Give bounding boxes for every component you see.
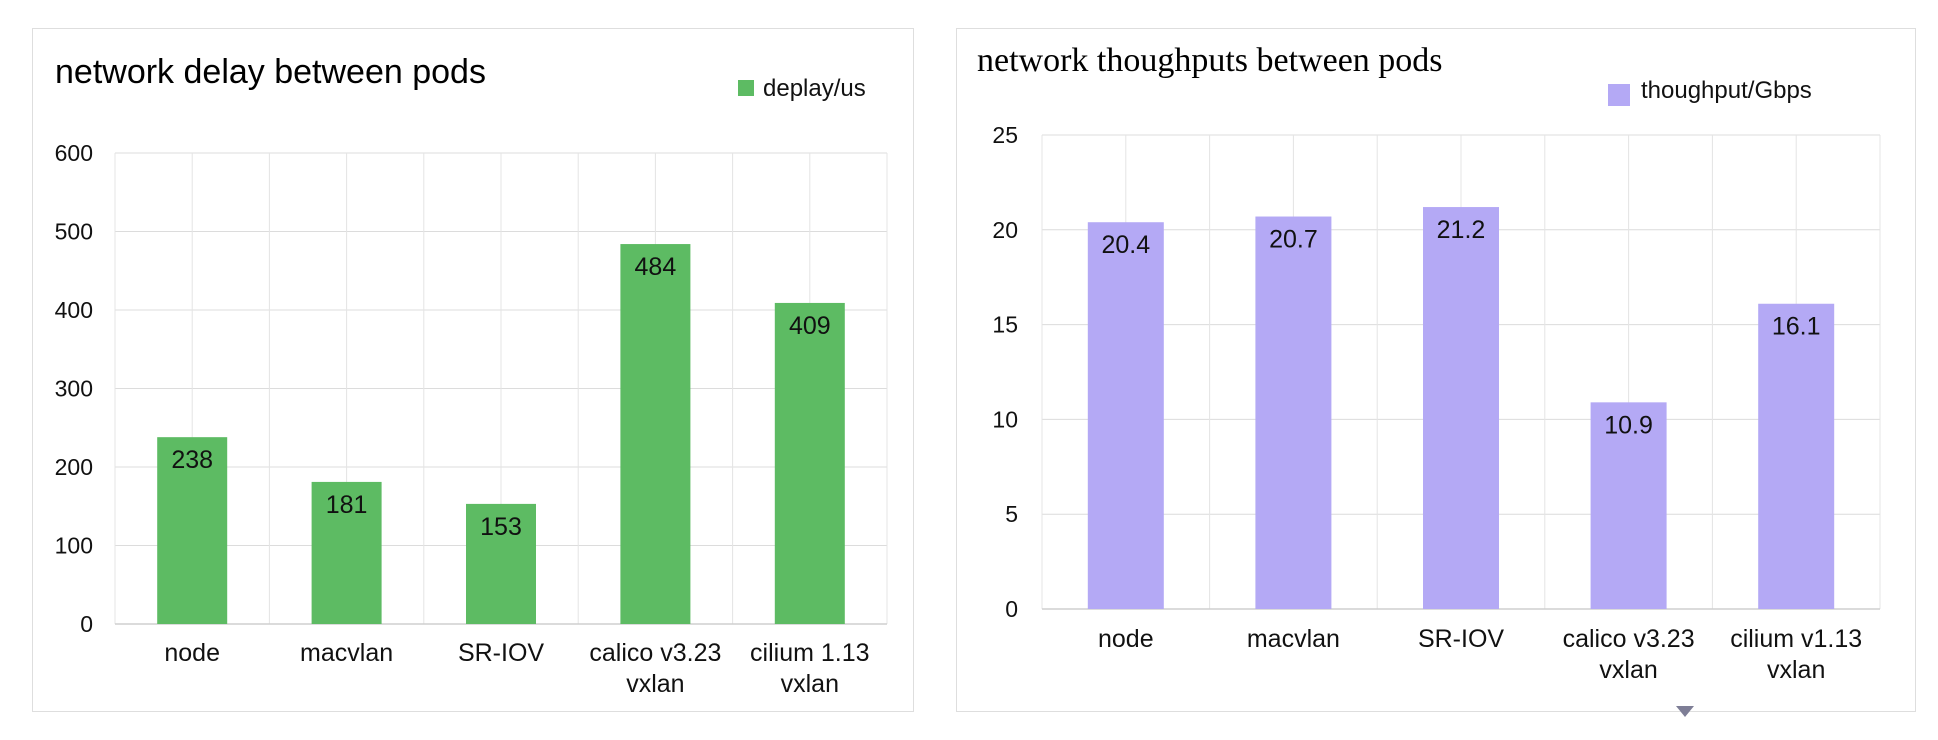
- y-tick-label: 10: [992, 406, 1018, 432]
- y-tick-label: 20: [992, 217, 1018, 243]
- bar: [620, 244, 690, 624]
- chart-title: network thoughputs between pods: [977, 42, 1443, 79]
- legend-swatch: [738, 80, 754, 96]
- delay-chart-panel: network delay between pods deplay/us 238…: [32, 28, 914, 712]
- throughput-chart: network thoughputs between pods thoughpu…: [957, 29, 1917, 713]
- data-label: 153: [480, 513, 522, 541]
- y-tick-label: 25: [992, 122, 1018, 148]
- delay-chart: network delay between pods deplay/us 238…: [33, 29, 915, 713]
- y-tick-label: 200: [55, 454, 93, 480]
- x-category-label: SR-IOV: [458, 639, 544, 667]
- data-label: 21.2: [1437, 216, 1486, 244]
- x-category-label: macvlan: [300, 639, 393, 667]
- x-category-label: SR-IOV: [1418, 625, 1504, 653]
- data-label: 16.1: [1772, 313, 1821, 341]
- y-tick-label: 5: [1005, 501, 1018, 527]
- data-label: 20.4: [1101, 231, 1150, 259]
- chart-title: network delay between pods: [55, 53, 486, 91]
- legend-label: deplay/us: [763, 75, 866, 102]
- bar: [1758, 304, 1834, 609]
- x-category-label: vxlan: [1767, 656, 1825, 684]
- y-tick-label: 400: [55, 297, 93, 323]
- y-tick-label: 600: [55, 140, 93, 166]
- bar: [1088, 222, 1164, 609]
- bar: [1423, 207, 1499, 609]
- data-label: 10.9: [1604, 411, 1653, 439]
- x-category-label: cilium v1.13: [1730, 625, 1862, 653]
- x-category-label: vxlan: [1599, 656, 1657, 684]
- y-tick-label: 0: [80, 611, 93, 637]
- x-category-label: vxlan: [626, 670, 684, 698]
- data-label: 238: [171, 446, 213, 474]
- x-category-label: node: [1098, 625, 1154, 653]
- x-category-label: cilium 1.13: [750, 639, 870, 667]
- y-tick-label: 100: [55, 533, 93, 559]
- data-label: 20.7: [1269, 226, 1318, 254]
- x-category-label: macvlan: [1247, 625, 1340, 653]
- y-tick-label: 15: [992, 312, 1018, 338]
- data-label: 484: [635, 253, 677, 281]
- y-tick-label: 300: [55, 376, 93, 402]
- throughput-chart-panel: network thoughputs between pods thoughpu…: [956, 28, 1916, 712]
- scroll-marker-icon: [1676, 706, 1694, 717]
- x-category-label: node: [164, 639, 220, 667]
- legend-label: thoughput/Gbps: [1641, 77, 1812, 104]
- x-category-label: vxlan: [781, 670, 839, 698]
- legend-swatch: [1608, 84, 1630, 106]
- x-category-label: calico v3.23: [589, 639, 721, 667]
- bar: [1255, 217, 1331, 609]
- x-category-label: calico v3.23: [1563, 625, 1695, 653]
- data-label: 409: [789, 312, 831, 340]
- data-label: 181: [326, 491, 368, 519]
- bar: [775, 303, 845, 624]
- y-tick-label: 500: [55, 219, 93, 245]
- y-tick-label: 0: [1005, 596, 1018, 622]
